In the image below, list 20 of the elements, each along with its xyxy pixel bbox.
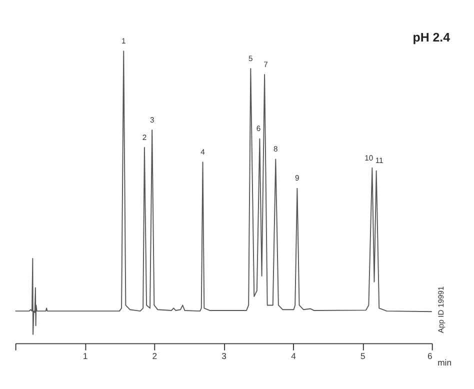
annotation: 5 — [248, 54, 253, 63]
x-axis-title: min — [438, 358, 452, 368]
annotation: 8 — [274, 144, 278, 154]
x-tick-label: 3 — [222, 350, 227, 361]
annotation: 3 — [150, 115, 154, 124]
annotation: 2 — [142, 132, 147, 142]
x-tick-label: 1 — [82, 350, 88, 361]
annotation: 11 — [375, 156, 384, 166]
chart-title: pH 2.4 — [412, 30, 450, 45]
text: App ID 19991 — [436, 286, 446, 334]
annotation: 9 — [295, 174, 300, 183]
annotation: 1 — [121, 36, 126, 46]
annotation: 7 — [264, 60, 268, 69]
x-tick-label: 6 — [428, 350, 433, 361]
x-tick-label: 2 — [152, 350, 158, 361]
annotation: 4 — [200, 147, 206, 156]
x-tick-label: 4 — [291, 350, 296, 361]
x-tick-label: 5 — [360, 350, 366, 361]
annotation: 10 — [364, 153, 374, 162]
annotation: 6 — [256, 124, 261, 134]
